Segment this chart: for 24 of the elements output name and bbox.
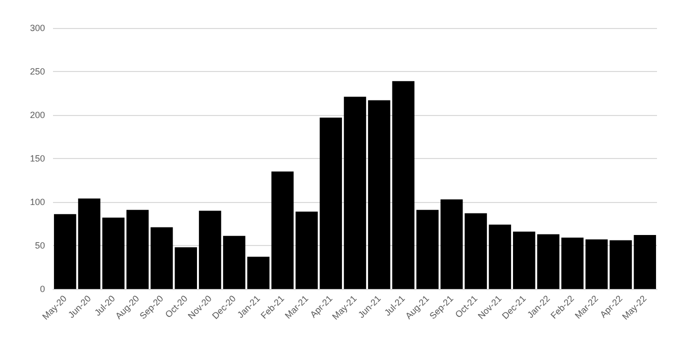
bar [150, 227, 173, 289]
bar [561, 238, 584, 289]
bar [416, 210, 439, 289]
bar [198, 210, 222, 289]
bar [537, 234, 560, 289]
bar [585, 239, 608, 289]
bar [174, 247, 197, 289]
bar [78, 198, 100, 289]
bar [488, 224, 512, 289]
y-tick-label: 200 [30, 110, 45, 120]
y-tick-label: 100 [30, 197, 45, 207]
bar [126, 210, 149, 289]
bar [102, 218, 125, 289]
bar [610, 240, 632, 289]
bar [54, 214, 76, 289]
y-tick-label: 50 [34, 240, 45, 250]
bar [271, 172, 294, 289]
y-tick-label: 0 [40, 284, 45, 294]
bar [634, 235, 656, 289]
y-tick-label: 150 [30, 154, 45, 164]
bar [513, 232, 536, 289]
y-tick-label: 300 [30, 23, 45, 33]
bar [344, 96, 366, 289]
y-tick-label: 250 [30, 66, 45, 76]
